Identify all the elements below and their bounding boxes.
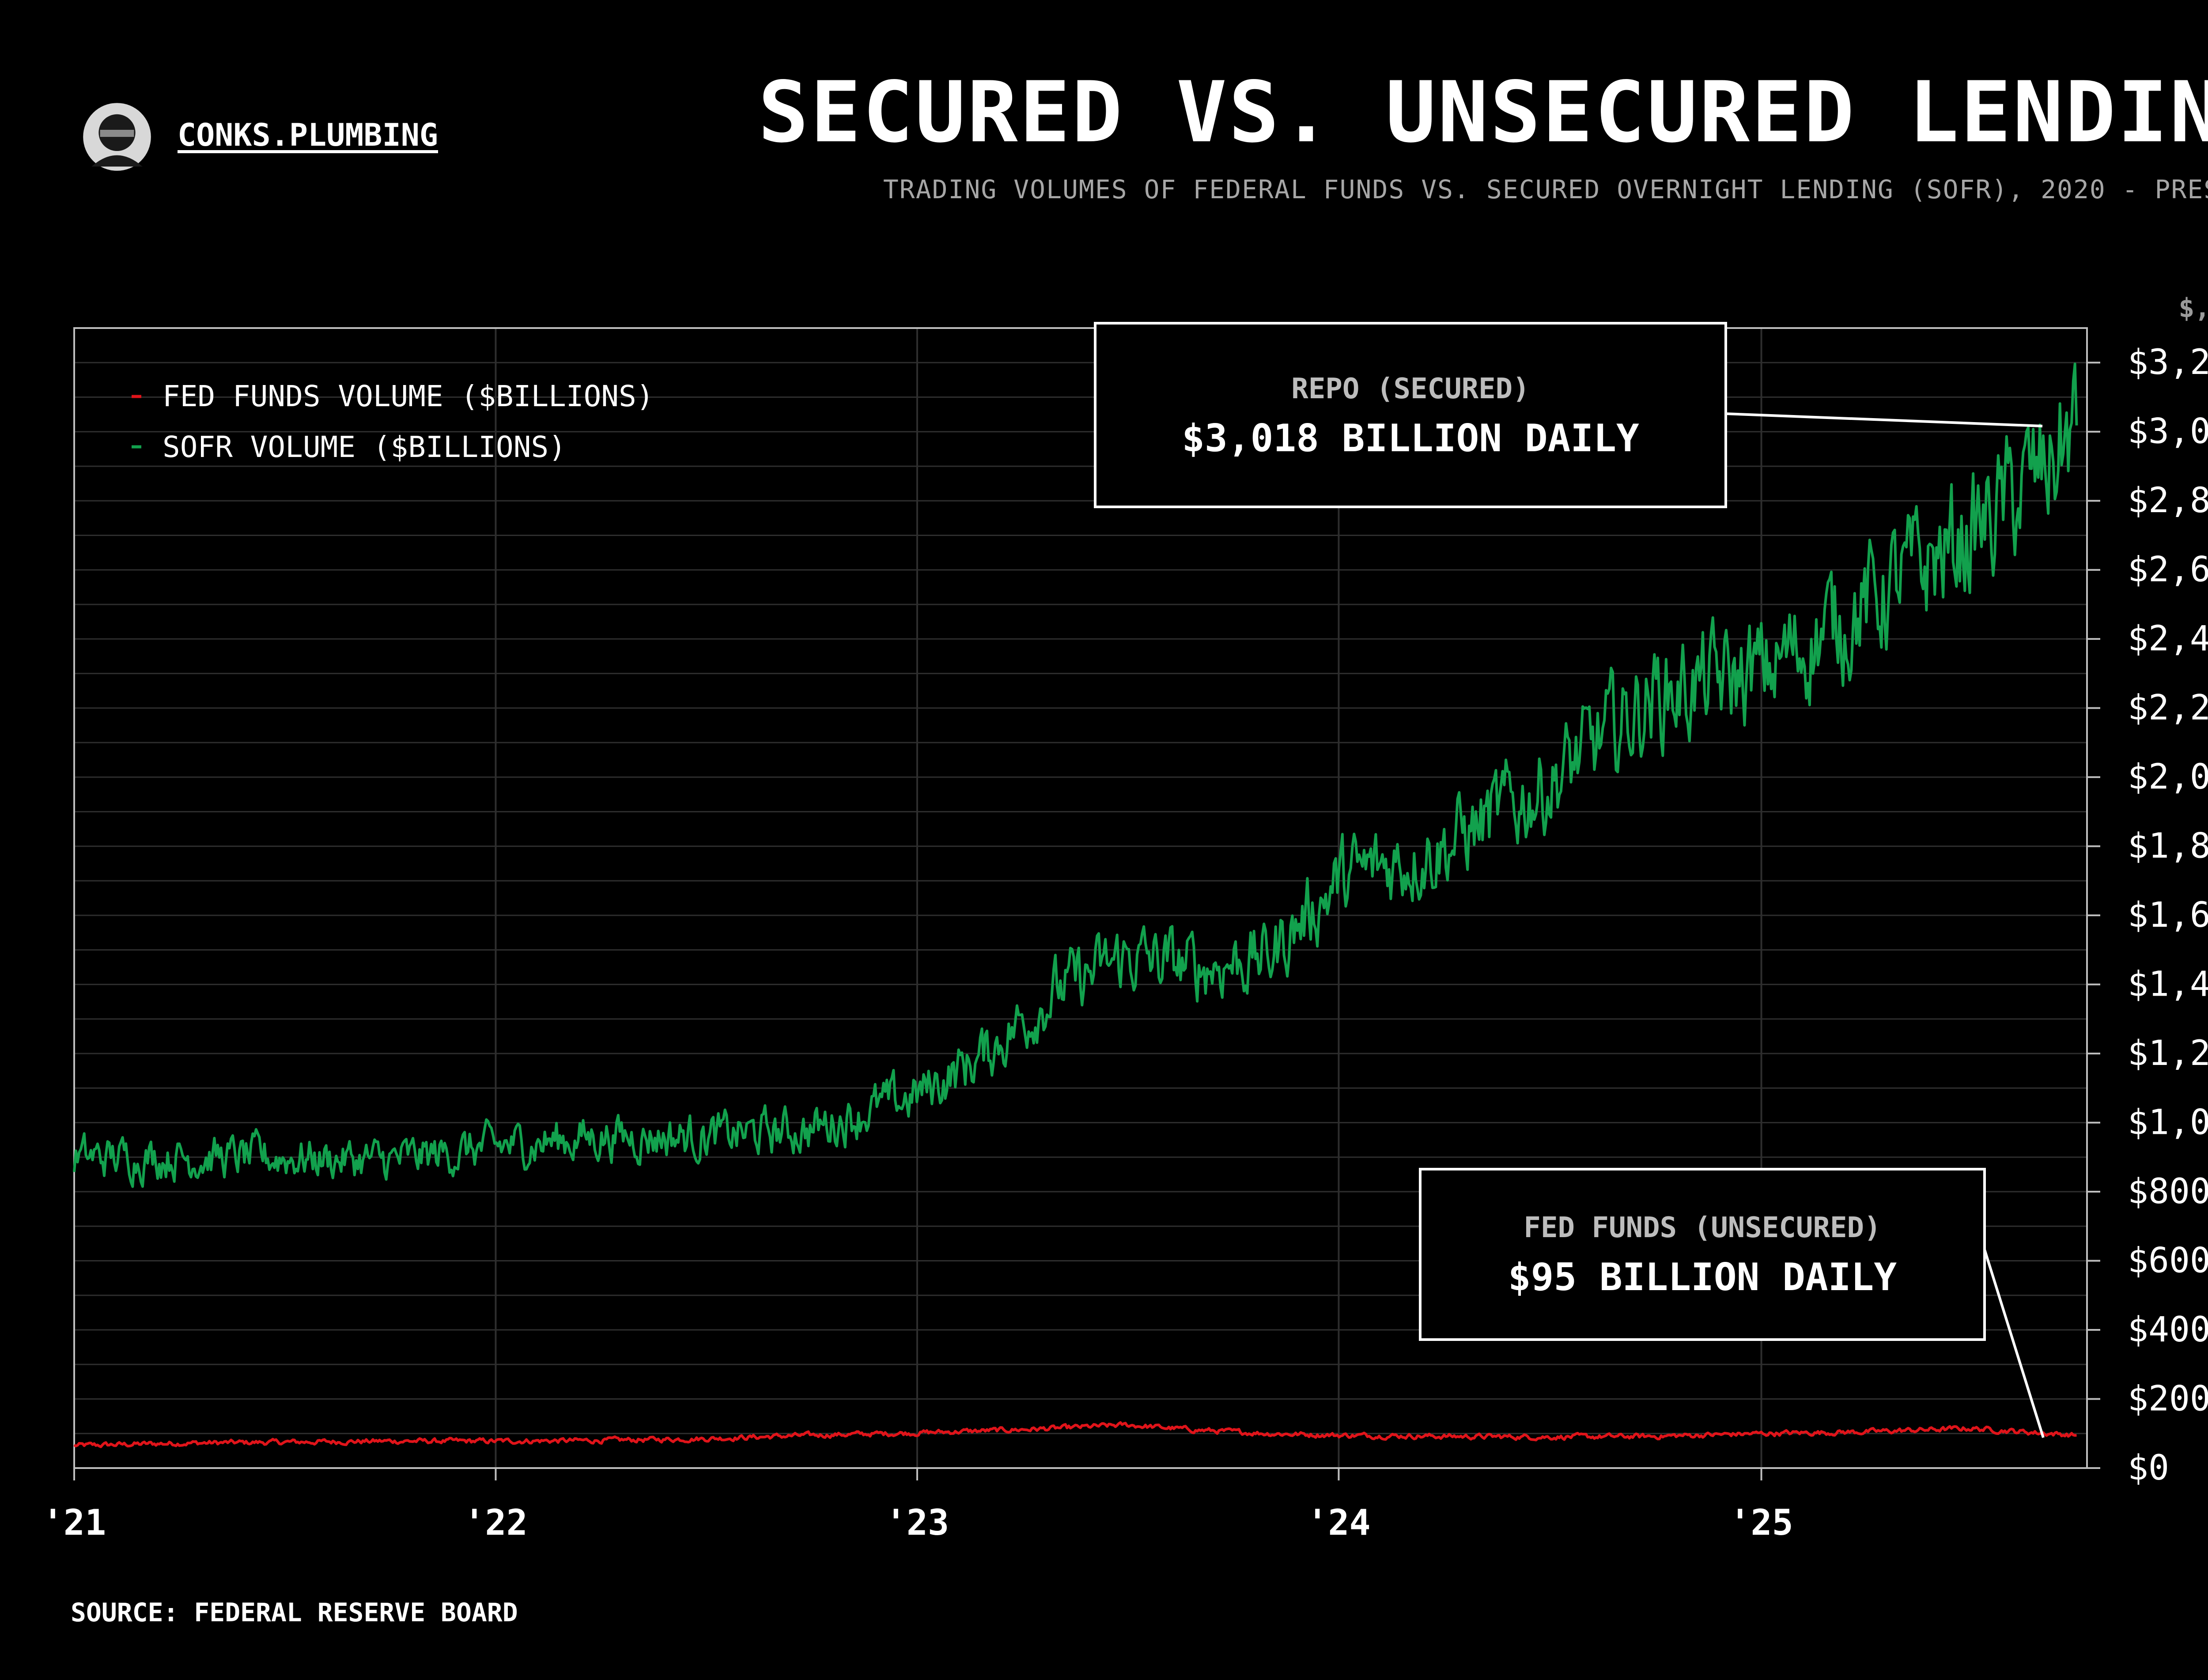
x-tick-label: '25 (1729, 1502, 1793, 1543)
y-tick-label: $3,000 (2128, 412, 2208, 452)
grid-lines (73, 328, 2087, 1468)
y-tick-label: $1,400 (2128, 965, 2208, 1004)
y-tick-label: $2,200 (2128, 688, 2208, 728)
x-tick-label: '22 (464, 1502, 528, 1543)
callout-fed-funds-leader (1983, 1249, 2045, 1438)
callout-fed-funds-box (1419, 1168, 1986, 1341)
callout-fed-funds-value: $95 BILLION DAILY (1508, 1255, 1897, 1299)
x-tick-label: '23 (885, 1502, 949, 1543)
callout-repo-box (1094, 322, 1727, 508)
y-tick-label: $1,000 (2128, 1103, 2208, 1143)
callout-fed-funds-title: FED FUNDS (UNSECURED) (1524, 1212, 1881, 1244)
series-line-fed-funds (73, 1421, 2077, 1448)
y-tick-label: $800 (2128, 1172, 2208, 1212)
callout-repo-title: REPO (SECURED) (1291, 373, 1529, 405)
y-tick-label: $1,200 (2128, 1034, 2208, 1073)
y-tick-label: $2,800 (2128, 481, 2208, 521)
x-axis: '21 '22 '23 '24 '25 (42, 1468, 1793, 1543)
x-tick-label: '21 (42, 1502, 106, 1543)
legend-label-fed-funds: FED FUNDS VOLUME ($BILLIONS) (163, 379, 654, 413)
brand-link[interactable]: CONKS.PLUMBING (178, 117, 439, 153)
legend-label-sofr: SOFR VOLUME ($BILLIONS) (163, 430, 566, 464)
chart-title: SECURED VS. UNSECURED LENDING (758, 64, 2208, 161)
legend: FED FUNDS VOLUME ($BILLIONS) SOFR VOLUME… (132, 379, 654, 464)
callout-repo-leader (1725, 412, 2043, 427)
y-tick-label: $0 (2128, 1448, 2169, 1488)
y-tick-label: $400 (2128, 1310, 2208, 1350)
y-tick-label: $200 (2128, 1379, 2208, 1419)
y-tick-label: $2,400 (2128, 619, 2208, 659)
y-tick-label: $3,200 (2128, 343, 2208, 382)
y-axis: $0 $200 $400 $600 $800 $1,000 $1,200 $1,400 $1,6… (2087, 343, 2208, 1488)
x-tick-label: '24 (1307, 1502, 1371, 1543)
conks-avatar-logo (83, 103, 151, 171)
plot-frame (73, 327, 2088, 1469)
callout-repo: REPO (SECURED) $3,018 BILLION DAILY (1094, 322, 2043, 508)
chart-subtitle: TRADING VOLUMES OF FEDERAL FUNDS VS. SEC… (883, 174, 2208, 204)
y-tick-label: $1,600 (2128, 895, 2208, 935)
y-tick-label: $600 (2128, 1241, 2208, 1281)
callout-fed-funds: FED FUNDS (UNSECURED) $95 BILLION DAILY (1419, 1168, 2045, 1438)
y-tick-label: $1,800 (2128, 827, 2208, 866)
y-tick-label: $2,000 (2128, 757, 2208, 797)
y-tick-label: $2,600 (2128, 550, 2208, 590)
y-axis-unit-label: $, bln (2178, 293, 2208, 324)
series-lines (73, 362, 2078, 1448)
callout-repo-value: $3,018 BILLION DAILY (1182, 416, 1639, 461)
source-note: SOURCE: FEDERAL RESERVE BOARD (71, 1597, 518, 1627)
series-line-sofr (73, 362, 2078, 1188)
